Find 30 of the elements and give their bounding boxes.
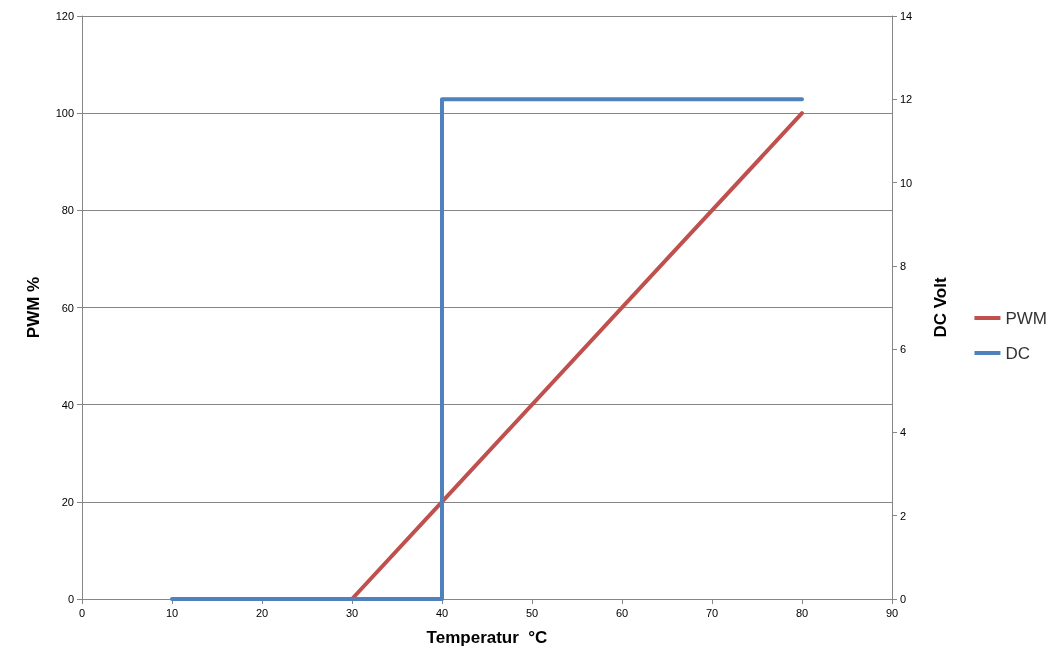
y-tick-label: 120 — [55, 10, 74, 22]
x-axis-title: Temperatur °C — [426, 628, 548, 647]
x-tick-label: 90 — [885, 606, 899, 619]
x-tick-label: 40 — [435, 606, 449, 619]
y-tick-label: 80 — [61, 204, 74, 217]
y-tick-label: 40 — [61, 398, 74, 411]
x-tick-label: 60 — [615, 606, 629, 619]
y2-tick-label: 2 — [900, 509, 907, 522]
x-tick-label: 50 — [525, 606, 539, 619]
y-tick-label: 20 — [61, 495, 74, 508]
y2-tick-label: 4 — [900, 426, 907, 439]
y2-tick-label: 14 — [900, 10, 913, 22]
y2-tick-label: 10 — [900, 176, 913, 189]
x-tick-label: 0 — [78, 606, 86, 619]
x-tick-label: 20 — [255, 606, 269, 619]
y2-tick-label: 0 — [900, 593, 907, 605]
legend-label: DC — [1005, 343, 1031, 363]
x-tick-label: 30 — [345, 606, 359, 619]
x-tick-label: 70 — [705, 606, 719, 619]
x-tick-label: 80 — [795, 606, 809, 619]
y2-tick-label: 12 — [900, 93, 913, 106]
y2-axis-title: DC Volt — [931, 277, 950, 338]
y-tick-label: 100 — [55, 107, 74, 120]
x-tick-label: 10 — [165, 606, 179, 619]
y-tick-label: 60 — [61, 301, 74, 314]
legend-label: PWM — [1005, 308, 1047, 328]
y-tick-label: 0 — [67, 593, 74, 605]
y2-tick-label: 8 — [900, 259, 907, 272]
y-axis-title: PWM % — [24, 276, 43, 339]
y2-tick-label: 6 — [900, 343, 907, 356]
